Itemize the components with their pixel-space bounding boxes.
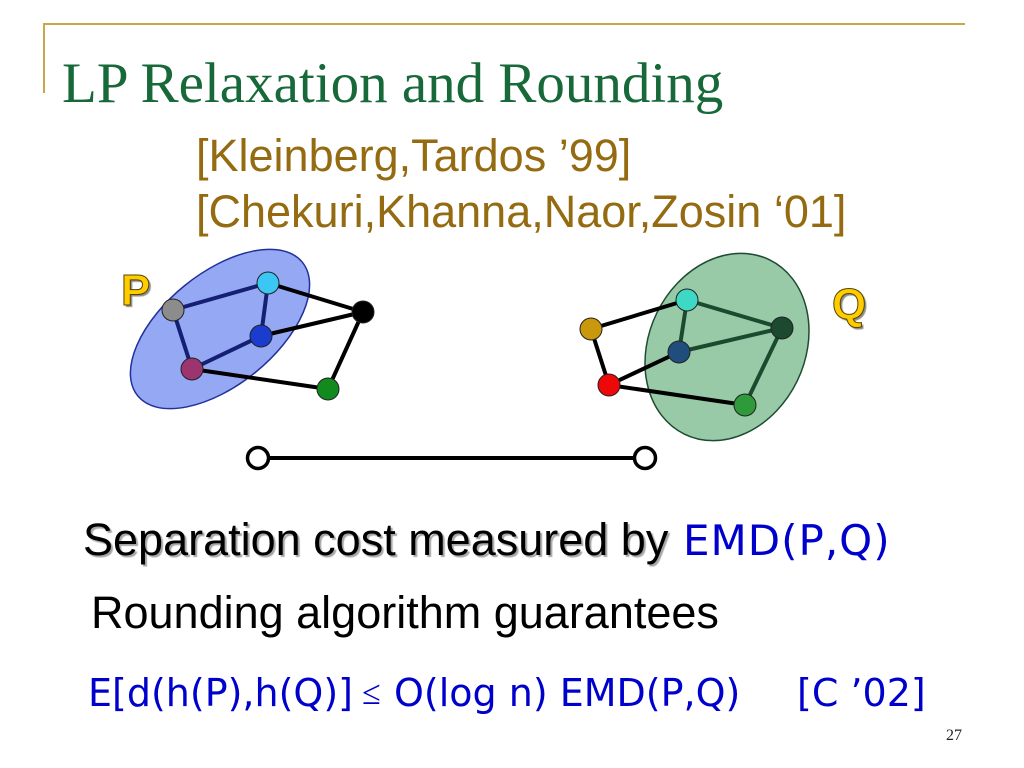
set-label-p: P: [120, 266, 151, 315]
cluster-p: [129, 248, 375, 410]
set-q-region: [644, 252, 810, 442]
edge-p-purple-blue: [190, 334, 263, 371]
node-q-red: [597, 373, 621, 397]
node-q-green: [733, 393, 757, 417]
edge-q-navy-dark: [677, 326, 784, 354]
set-p-region: [129, 248, 311, 410]
edge-q-dark-green: [743, 326, 784, 407]
edge-p-blue-black: [259, 310, 365, 338]
rounding-guarantee-text: Rounding algorithm guarantees: [91, 587, 719, 638]
citation-kleinberg-tardos: [Kleinberg,Tardos ’99]: [196, 130, 632, 181]
cluster-q: [579, 252, 810, 442]
edge-q-red-green: [607, 383, 747, 407]
edge-p-gray-cyan: [171, 281, 270, 312]
cluster-p-nodes: [161, 271, 375, 401]
edge-p-cyan-black: [266, 281, 365, 314]
edge-q-red-navy: [607, 350, 681, 387]
separation-cost-text: Separation cost measured by: [83, 514, 669, 565]
node-p-blue: [249, 324, 273, 348]
node-q-gold: [579, 317, 603, 341]
edge-p-black-green: [326, 310, 365, 391]
node-q-navy: [667, 340, 691, 364]
title-rule-horizontal: [43, 23, 965, 25]
node-p-purple: [180, 357, 204, 381]
citation-chekuri-khanna-naor-zosin: [Chekuri,Khanna,Naor,Zosin ‘01]: [196, 186, 847, 237]
separation-metric: EMD(P,Q): [683, 516, 891, 565]
cluster-q-nodes: [579, 288, 794, 417]
segment-endpoint-right: [632, 445, 658, 471]
separation-segment: [245, 445, 658, 471]
node-p-cyan: [256, 271, 280, 295]
slide-title: LP Relaxation and Rounding: [62, 52, 724, 115]
edge-q-teal-dark: [685, 298, 784, 330]
bound-reference: [C ’02]: [797, 671, 926, 715]
title-rule-vertical: [43, 23, 45, 93]
bound-expectation: E[d(h(P),h(Q)]: [88, 671, 353, 715]
node-q-dark: [770, 316, 794, 340]
set-label-q: Q: [831, 280, 867, 329]
node-p-gray: [161, 298, 185, 322]
segment-endpoint-left: [245, 445, 271, 471]
node-p-black: [351, 300, 375, 324]
edge-q-gold-teal: [589, 298, 689, 331]
bound-order: O(log n) EMD(P,Q): [394, 671, 741, 715]
node-q-teal: [675, 288, 699, 312]
page-number: 27: [946, 727, 962, 744]
edge-p-purple-green: [190, 367, 330, 391]
bound-leq-symbol: ≤: [362, 675, 381, 712]
node-p-green: [316, 377, 340, 401]
